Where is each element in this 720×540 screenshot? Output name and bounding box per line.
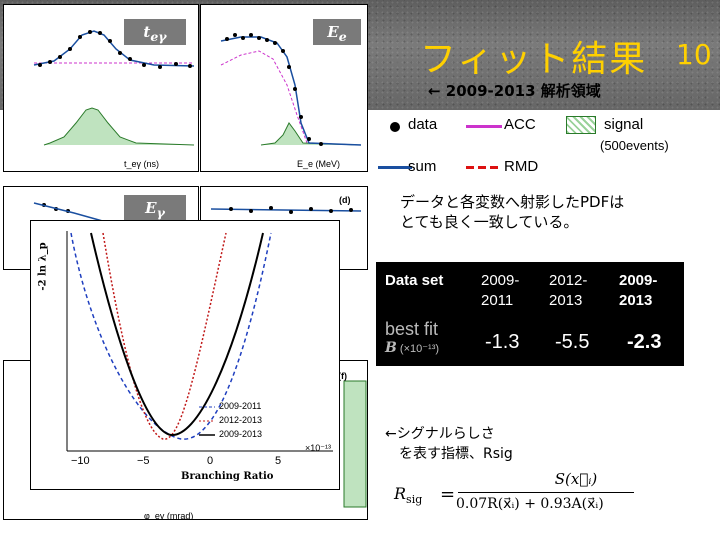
- note-line-2: とても良く一致している。: [400, 213, 579, 231]
- panel-f-plot: [343, 380, 367, 508]
- ee-xlabel: E_e (MeV): [297, 159, 341, 169]
- teg-xlabel: t_eγ (ns): [124, 159, 160, 169]
- panel-teg-plot: [33, 30, 195, 146]
- ee-sum-curve: [220, 36, 362, 146]
- nll-xlabel: Branching Ratio: [181, 471, 274, 482]
- legend-acc-line: [466, 125, 502, 128]
- table-header-2009-2011: 2009-2011: [481, 272, 520, 309]
- nll-xtick-5: 5: [275, 455, 282, 467]
- nll-legend-2009-2013: 2009-2013: [219, 429, 263, 439]
- nll-xunit: ×10⁻¹³: [305, 443, 332, 453]
- nll-ylabel: -2 ln λ_p: [37, 242, 49, 291]
- rsig-note: ←シグナルらしさ を表す指標、Rsig: [385, 424, 513, 464]
- nll-legend-2012-2013: 2012-2013: [219, 415, 263, 425]
- legend-signal-swatch: [566, 116, 596, 134]
- d-data-points: [229, 206, 353, 214]
- legend-data-marker: [390, 122, 400, 132]
- panel-d-label: (d): [339, 195, 351, 205]
- nll-xtick-m10: −10: [71, 455, 90, 467]
- nll-curve-2009-2013: [90, 232, 264, 437]
- formula-equals: =: [440, 484, 456, 505]
- nll-curve-2009-2011: [70, 232, 272, 440]
- teg-data-points: [38, 30, 192, 69]
- f-xlabel: φ_eγ (mrad): [144, 511, 194, 520]
- formula-fraction-bar: [458, 492, 634, 493]
- table-row-label-symbol: B: [385, 340, 397, 356]
- rsig-formula: Rsig = S(x⃗ᵢ) 0.07R(x⃗ᵢ) + 0.93A(x⃗ᵢ): [394, 470, 634, 520]
- legend-signal-label: signal: [604, 116, 644, 133]
- teg-signal-curve: [43, 107, 195, 146]
- panel-ee: Ee E_e (MeV): [200, 4, 368, 172]
- table-value-2009-2011: -1.3: [485, 331, 520, 353]
- legend-rmd-label: RMD: [504, 158, 539, 175]
- panel-f-label: (f): [338, 371, 347, 381]
- panel-ee-label: Ee: [313, 19, 361, 45]
- table-row-label-unit: (×10⁻¹³): [399, 343, 440, 355]
- nll-legend-2009-2011: 2009-2011: [219, 401, 262, 411]
- rsig-signal-region: [343, 380, 367, 508]
- table-header-dataset: Data set: [385, 272, 444, 289]
- slide-title: フィット結果: [420, 39, 648, 80]
- table-row-label: best fit B (×10⁻¹³): [385, 319, 475, 356]
- nll-xtick-m5: −5: [137, 455, 150, 467]
- fit-result-figure: teγ t_eγ (ns) Ee E_e (MeV) Eγ: [3, 4, 368, 520]
- legend-signal-count: (500events): [600, 138, 669, 153]
- panel-teg: teγ t_eγ (ns): [3, 4, 199, 172]
- table-value-2009-2013: -2.3: [627, 331, 662, 353]
- nll-xtick-0: 0: [207, 455, 214, 467]
- panel-eg-label: Eγ: [124, 195, 186, 221]
- ee-acc-curve: [220, 50, 362, 146]
- rsig-note-line-1: ←シグナルらしさ: [385, 426, 495, 442]
- d-sum-curve: [210, 208, 362, 212]
- best-fit-table: Data set 2009-2011 2012-2013 2009-2013 b…: [376, 262, 684, 366]
- page-number: 10: [676, 38, 712, 71]
- panel-ee-plot: [220, 33, 362, 146]
- nll-plot: [66, 231, 333, 452]
- legend-sum-line: [378, 166, 412, 169]
- ee-data-points: [225, 33, 323, 146]
- legend-rmd-line: [466, 166, 502, 169]
- panel-nll: 2009-2011 2012-2013 2009-2013 −10 −5 0 5…: [30, 220, 340, 490]
- legend-data-label: data: [408, 116, 438, 133]
- fit-quality-note: データと各変数へ射影したPDFは とても良く一致している。: [400, 192, 700, 232]
- slide-subtitle: ← 2009-2013 解析領域: [428, 82, 601, 100]
- formula-lhs: Rsig: [394, 484, 423, 507]
- rsig-note-line-2: を表す指標、Rsig: [399, 446, 513, 462]
- legend-acc-label: ACC: [504, 116, 536, 133]
- ee-signal-curve: [260, 122, 362, 146]
- legend-sum-label: sum: [408, 158, 437, 175]
- table-row-label-text: best fit: [385, 319, 439, 339]
- panel-d-plot: [210, 206, 362, 214]
- panel-teg-label: teγ: [124, 19, 186, 45]
- table-value-2012-2013: -5.5: [555, 331, 590, 353]
- nll-curve-2012-2013: [102, 232, 227, 440]
- table-header-2012-2013: 2012-2013: [549, 272, 588, 309]
- note-line-1: データと各変数へ射影したPDFは: [400, 193, 625, 211]
- table-row-label-unit-line: B (×10⁻¹³): [385, 340, 475, 356]
- formula-numerator: S(x⃗ᵢ): [554, 470, 598, 488]
- formula-denominator: 0.07R(x⃗ᵢ) + 0.93A(x⃗ᵢ): [456, 496, 604, 512]
- nll-legend: [199, 406, 215, 436]
- table-header-2009-2013: 2009-2013: [619, 272, 658, 309]
